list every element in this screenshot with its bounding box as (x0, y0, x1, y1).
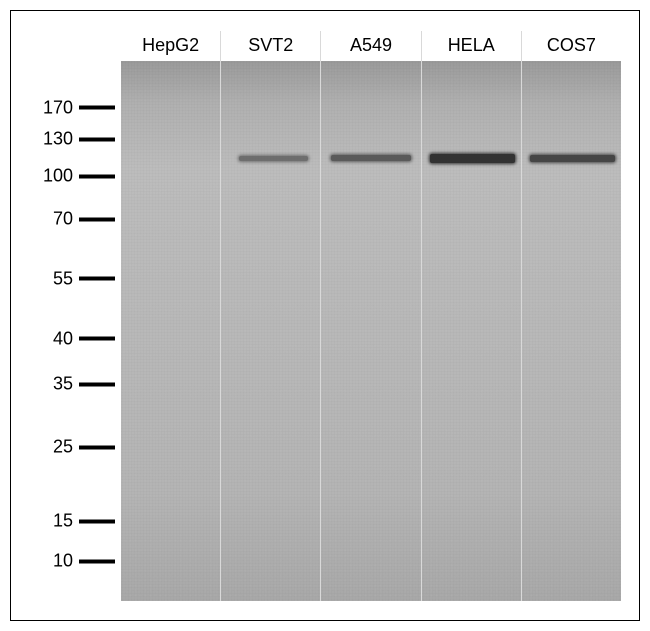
lane: HELA (421, 31, 521, 601)
lane-background (221, 61, 320, 601)
lane-background (321, 61, 420, 601)
marker-label: 170 (39, 97, 73, 118)
marker-label: 25 (39, 437, 73, 458)
marker-tick (79, 382, 115, 386)
blot-frame: 170 130 100 70 55 40 35 25 15 10 HepG2SVT2A549HEL… (10, 10, 640, 621)
band (239, 156, 308, 161)
marker-row: 40 (39, 328, 115, 349)
marker-tick (79, 519, 115, 523)
lane: A549 (320, 31, 420, 601)
lane-background (422, 61, 521, 601)
marker-label: 15 (39, 511, 73, 532)
lane-background (522, 61, 621, 601)
marker-label: 100 (39, 166, 73, 187)
marker-tick (79, 137, 115, 141)
marker-row: 15 (39, 511, 115, 532)
marker-row: 170 (39, 97, 115, 118)
marker-row: 130 (39, 129, 115, 150)
lane-background (121, 61, 220, 601)
lane: SVT2 (220, 31, 320, 601)
marker-column: 170 130 100 70 55 40 35 25 15 10 (11, 31, 121, 601)
lane: HepG2 (121, 31, 220, 601)
marker-row: 10 (39, 551, 115, 572)
marker-tick (79, 106, 115, 110)
lane-label: A549 (321, 35, 420, 56)
band (331, 155, 410, 161)
marker-label: 40 (39, 328, 73, 349)
marker-tick (79, 445, 115, 449)
marker-label: 10 (39, 551, 73, 572)
band (430, 154, 515, 163)
marker-tick (79, 337, 115, 341)
marker-tick (79, 217, 115, 221)
lane: COS7 (521, 31, 621, 601)
marker-row: 100 (39, 166, 115, 187)
lane-label: HepG2 (121, 35, 220, 56)
marker-label: 55 (39, 268, 73, 289)
marker-tick (79, 277, 115, 281)
band (530, 155, 615, 162)
marker-label: 35 (39, 374, 73, 395)
lane-label: COS7 (522, 35, 621, 56)
marker-row: 25 (39, 437, 115, 458)
marker-tick (79, 559, 115, 563)
marker-tick (79, 174, 115, 178)
lane-label: HELA (422, 35, 521, 56)
marker-row: 70 (39, 209, 115, 230)
blot-area: HepG2SVT2A549HELACOS7 (121, 31, 621, 601)
marker-row: 55 (39, 268, 115, 289)
marker-row: 35 (39, 374, 115, 395)
marker-label: 70 (39, 209, 73, 230)
marker-label: 130 (39, 129, 73, 150)
lane-label: SVT2 (221, 35, 320, 56)
